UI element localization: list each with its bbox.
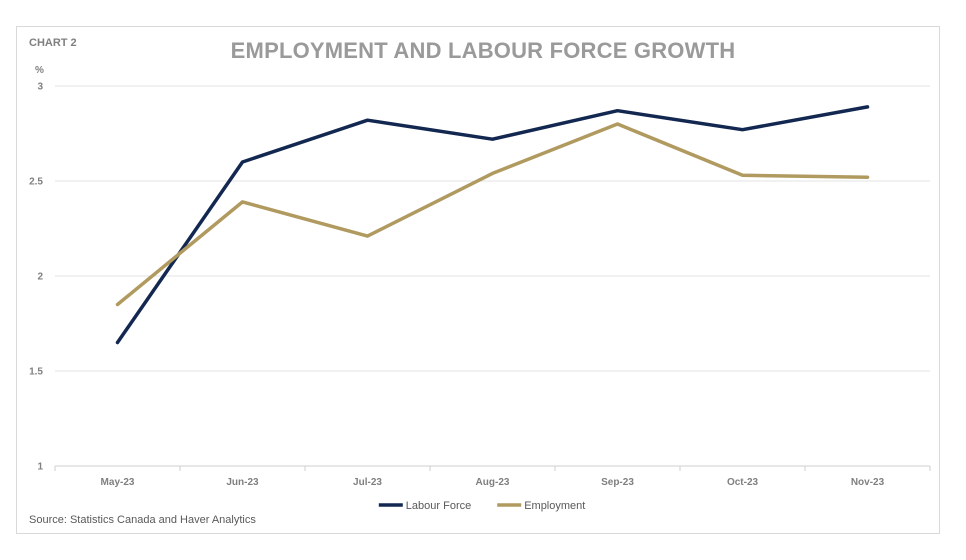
series-employment [115, 122, 870, 307]
legend-label: Employment [524, 500, 585, 512]
legend: Labour Force Employment [378, 500, 585, 512]
x-tick-label: Oct-23 [727, 477, 759, 488]
source-note: Source: Statistics Canada and Haver Anal… [29, 514, 256, 526]
series-line-labour-force [115, 105, 870, 345]
x-tick-label: May-23 [101, 477, 135, 488]
legend-item-employment: Employment [497, 500, 585, 512]
y-tick-label: 1.5 [29, 367, 43, 378]
gridlines [54, 85, 931, 471]
y-axis-unit-label: % [35, 65, 44, 76]
series-line-employment [115, 122, 870, 307]
chart-frame [16, 26, 940, 534]
chart-number-label: CHART 2 [29, 37, 77, 49]
chart-title: EMPLOYMENT AND LABOUR FORCE GROWTH [230, 38, 736, 63]
x-tick-label: Nov-23 [851, 477, 885, 488]
y-axis-ticks: 1 1.5 2 2.5 3 [29, 82, 43, 473]
y-tick-label: 3 [37, 82, 43, 93]
x-tick-label: Sep-23 [601, 477, 634, 488]
series-lines [115, 105, 870, 345]
legend-label: Labour Force [406, 500, 471, 512]
y-tick-label: 2 [37, 272, 43, 283]
series-labour-force [115, 105, 870, 345]
legend-item-labour-force: Labour Force [378, 500, 471, 512]
x-tick-label: Aug-23 [476, 477, 510, 488]
x-axis-ticks: May-23 Jun-23 Jul-23 Aug-23 Sep-23 Oct-23 Nov-… [101, 477, 885, 488]
y-tick-label: 1 [37, 462, 43, 473]
x-tick-label: Jul-23 [353, 477, 382, 488]
y-tick-label: 2.5 [29, 177, 43, 188]
x-tick-label: Jun-23 [226, 477, 259, 488]
